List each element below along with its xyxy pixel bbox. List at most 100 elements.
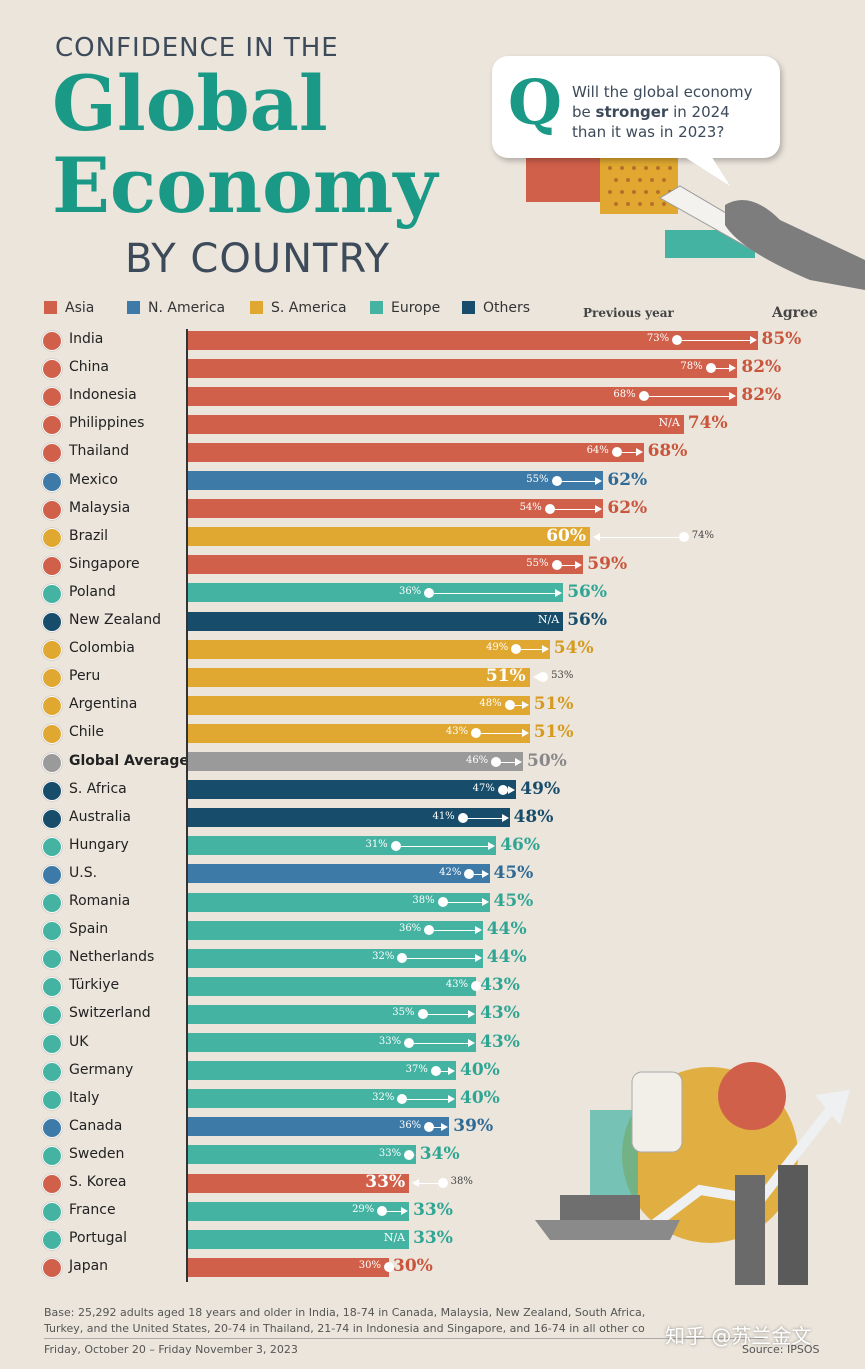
change-line bbox=[415, 1183, 439, 1184]
prev-label: 30% bbox=[358, 1260, 381, 1272]
bar bbox=[188, 1004, 477, 1024]
change-arrow bbox=[474, 954, 482, 963]
value-label: 60% bbox=[546, 525, 586, 546]
value-label: 44% bbox=[486, 919, 527, 940]
value-label: 59% bbox=[587, 553, 628, 574]
prev-label: 43% bbox=[445, 979, 469, 991]
footer-source: Source: IPSOS bbox=[742, 1343, 820, 1356]
change-line bbox=[473, 873, 484, 875]
value-label: 56% bbox=[567, 610, 607, 630]
prev-dot bbox=[397, 953, 408, 964]
prev-label: 42% bbox=[439, 866, 462, 878]
value-label: 33% bbox=[413, 1228, 453, 1249]
change-line bbox=[620, 452, 638, 454]
prev-dot bbox=[511, 644, 522, 655]
flag-icon bbox=[42, 977, 62, 998]
flag-icon bbox=[42, 612, 62, 632]
flag-icon bbox=[42, 1258, 62, 1279]
value-label: 68% bbox=[647, 441, 688, 462]
bar bbox=[188, 611, 564, 631]
prev-label: 46% bbox=[465, 754, 489, 766]
value-label: 51% bbox=[533, 694, 574, 715]
title-line-3: Economy bbox=[52, 141, 438, 230]
flag-icon bbox=[42, 724, 62, 745]
legend-swatch bbox=[250, 301, 263, 314]
value-label: 33% bbox=[365, 1172, 406, 1192]
change-arrow bbox=[448, 1066, 455, 1075]
change-line bbox=[433, 930, 477, 932]
prev-dot bbox=[672, 335, 683, 345]
change-line bbox=[480, 733, 524, 735]
change-arrow bbox=[729, 392, 737, 401]
change-arrow bbox=[501, 813, 509, 822]
change-arrow bbox=[441, 1122, 449, 1131]
value-label: 33% bbox=[413, 1200, 453, 1221]
value-label: 56% bbox=[567, 581, 607, 602]
change-arrow bbox=[595, 504, 603, 513]
country-label: Hungary bbox=[69, 836, 129, 853]
change-line bbox=[714, 368, 732, 370]
country-label: Canada bbox=[69, 1117, 123, 1134]
legend-item-europe: Europe bbox=[370, 300, 440, 316]
agree-header: Agree bbox=[772, 305, 818, 321]
country-label: Portugal bbox=[69, 1230, 127, 1247]
footer-base-line-1: Base: 25,292 adults aged 18 years and ol… bbox=[44, 1306, 646, 1319]
bar bbox=[188, 723, 530, 743]
change-arrow bbox=[474, 926, 482, 935]
prev-label: 49% bbox=[486, 642, 509, 654]
footer-base-line-2: Turkey, and the United States, 20-74 in … bbox=[44, 1322, 645, 1335]
country-label: Singapore bbox=[69, 555, 140, 572]
chart-axis bbox=[186, 329, 188, 1282]
bar bbox=[188, 414, 684, 434]
prev-label: 38% bbox=[412, 895, 435, 906]
red-circle bbox=[718, 1062, 786, 1130]
bar bbox=[188, 1089, 456, 1109]
country-label: Colombia bbox=[69, 640, 135, 657]
jar-icon bbox=[631, 1071, 683, 1153]
prev-dot bbox=[424, 587, 435, 598]
legend-item-asia: Asia bbox=[44, 300, 94, 316]
change-arrow bbox=[488, 841, 496, 850]
prev-label: 73% bbox=[646, 333, 670, 344]
question-bubble bbox=[492, 56, 780, 158]
country-label: Chile bbox=[69, 724, 105, 741]
bar bbox=[188, 527, 590, 547]
prev-dot bbox=[464, 868, 475, 879]
flag-icon bbox=[42, 780, 62, 801]
prev-label: 74% bbox=[691, 529, 715, 541]
change-line bbox=[681, 340, 752, 341]
legend-item-others: Others bbox=[462, 300, 530, 316]
country-label: Romania bbox=[69, 893, 131, 909]
flag-icon bbox=[42, 1089, 62, 1110]
title-line-2: Global bbox=[52, 59, 328, 148]
country-label: Global Average bbox=[69, 752, 189, 769]
prev-label: 37% bbox=[405, 1063, 428, 1075]
prev-label: 33% bbox=[378, 1035, 402, 1047]
bar bbox=[188, 1061, 456, 1081]
prev-label: 32% bbox=[372, 951, 395, 963]
bar bbox=[188, 639, 550, 659]
country-label: Indonesia bbox=[69, 387, 137, 404]
bar bbox=[188, 1173, 410, 1193]
hand-illustration bbox=[725, 200, 865, 290]
flag-icon bbox=[42, 583, 62, 604]
country-label: U.S. bbox=[69, 864, 98, 881]
change-line bbox=[500, 761, 517, 763]
change-line bbox=[466, 817, 504, 819]
value-label: 54% bbox=[553, 638, 594, 659]
country-label: Italy bbox=[69, 1089, 100, 1106]
prev-dot bbox=[538, 672, 549, 683]
flag-icon bbox=[42, 696, 62, 717]
flag-icon bbox=[42, 471, 62, 492]
value-label: 43% bbox=[480, 1031, 520, 1052]
change-arrow bbox=[401, 1207, 409, 1216]
change-line bbox=[406, 958, 477, 960]
value-label: 44% bbox=[486, 947, 527, 968]
flag-icon bbox=[42, 752, 62, 773]
bar bbox=[188, 442, 644, 462]
red-pattern-block bbox=[526, 158, 600, 202]
value-label: 39% bbox=[453, 1115, 494, 1136]
change-arrow bbox=[521, 701, 529, 710]
prev-dot bbox=[551, 559, 562, 570]
question-mark-q: Q bbox=[508, 66, 563, 139]
